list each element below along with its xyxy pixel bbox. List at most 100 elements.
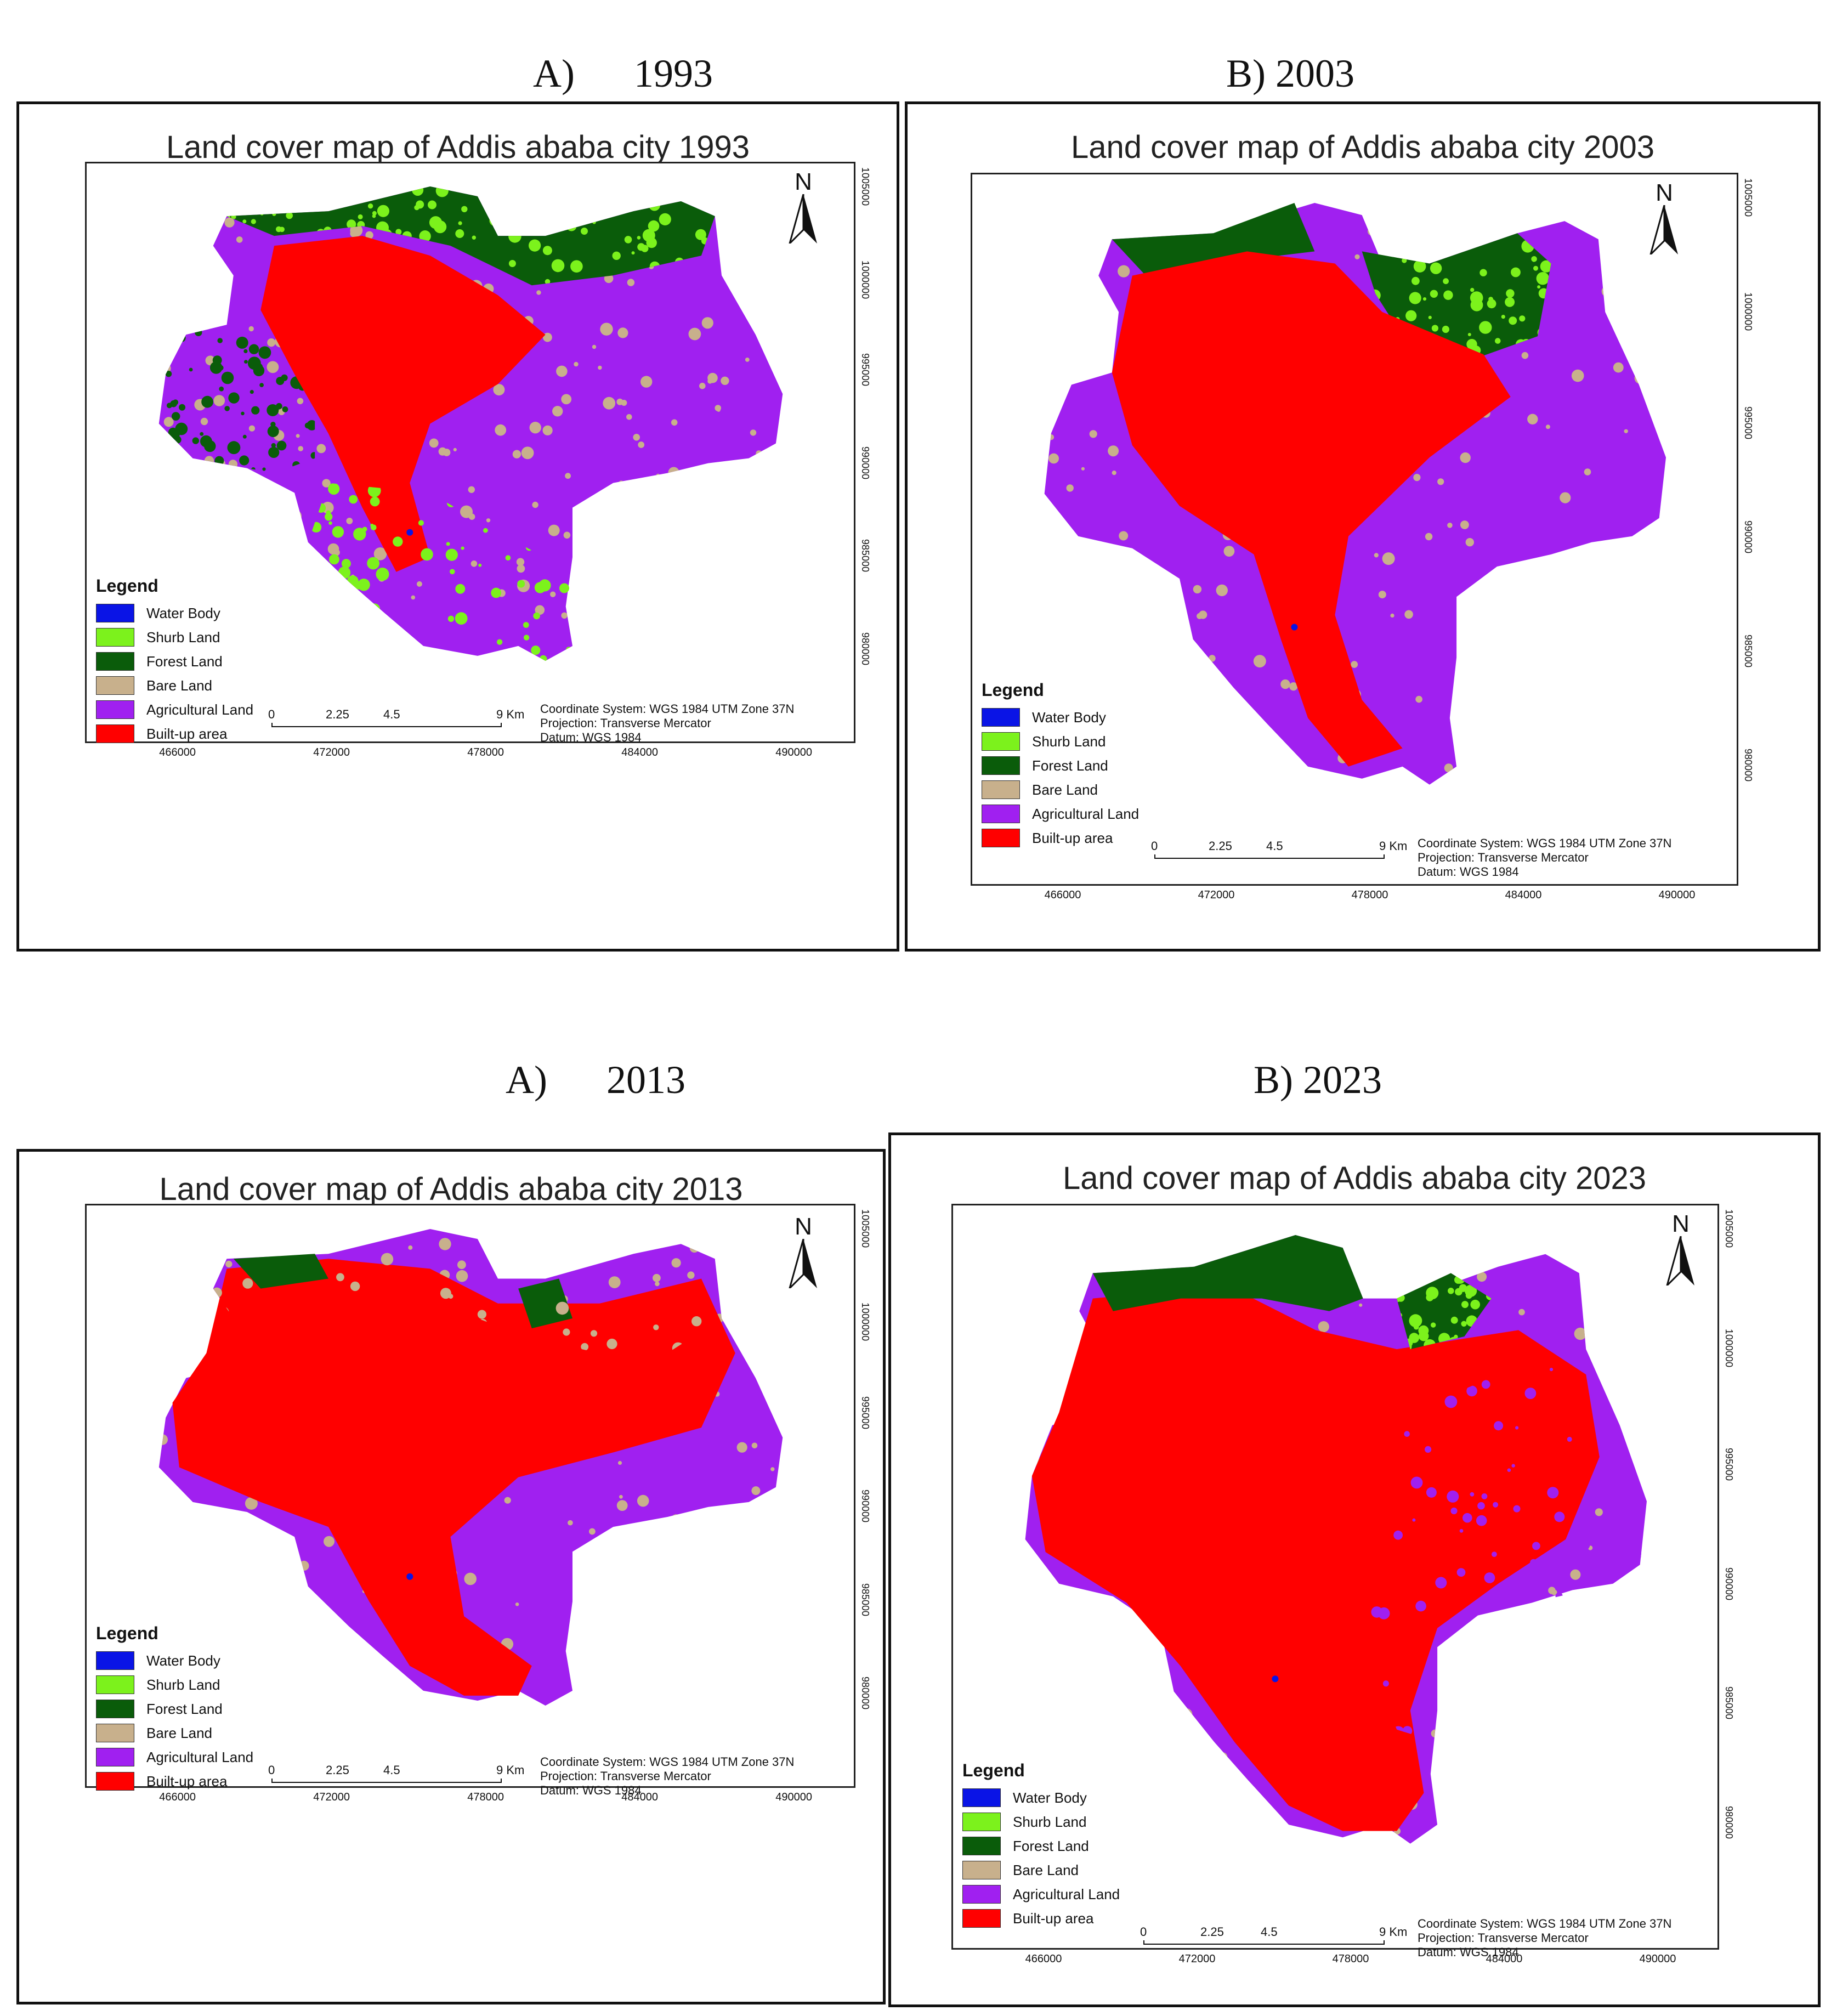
- legend-item: Agricultural Land: [96, 1748, 253, 1766]
- map-frame: [85, 1204, 855, 1788]
- legend-item: Water Body: [96, 604, 253, 622]
- built-up-area: [1031, 1286, 1600, 1831]
- legend-item: Forest Land: [96, 1700, 253, 1718]
- map-title: Land cover map of Addis ababa city 2003: [1070, 129, 1655, 165]
- y-tick-label: 1005000: [860, 167, 871, 206]
- y-tick-label: 1005000: [1743, 178, 1754, 217]
- land-cover-map: [1044, 203, 1666, 785]
- legend-title: Legend: [96, 576, 158, 596]
- coordinate-system: Coordinate System: WGS 1984 UTM Zone 37N: [540, 1755, 795, 1769]
- land-cover-map: [159, 186, 783, 661]
- scale-label: 2.25: [326, 1763, 349, 1777]
- legend-label: Shurb Land: [146, 1676, 220, 1693]
- scale-label: 9 Km: [1379, 839, 1408, 853]
- north-label: N: [795, 168, 812, 195]
- legend-item: Forest Land: [96, 652, 253, 671]
- scale-label: 4.5: [383, 1763, 400, 1777]
- north-arrow-icon: N: [787, 168, 820, 247]
- legend-swatch: [982, 829, 1020, 847]
- map-panel-2013: Land cover map of Addis ababa city 2013 N…: [16, 1149, 886, 2004]
- legend-swatch: [96, 652, 134, 671]
- map-panel-2003: Land cover map of Addis ababa city 2003 N…: [905, 101, 1821, 952]
- legend-swatch: [96, 1724, 134, 1742]
- y-tick-label: 980000: [1724, 1806, 1734, 1839]
- legend-label: Water Body: [1032, 709, 1106, 726]
- scale-bar-line: [1154, 854, 1385, 859]
- scale-label: 2.25: [326, 707, 349, 721]
- legend-label: Shurb Land: [1013, 1813, 1087, 1830]
- legend-swatch: [982, 780, 1020, 799]
- scale-label: 2.25: [1200, 1925, 1224, 1939]
- map-frame: [951, 1204, 1719, 1950]
- y-tick-label: 985000: [860, 539, 871, 573]
- legend-item: Agricultural Land: [982, 805, 1139, 823]
- legend-item: Bare Land: [962, 1861, 1120, 1879]
- scale-label: 2.25: [1209, 839, 1232, 853]
- legend-item: Water Body: [962, 1788, 1120, 1807]
- north-arrow-icon: N: [1648, 181, 1681, 258]
- legend-label: Agricultural Land: [146, 1748, 254, 1765]
- scale-label: 0: [1140, 1925, 1147, 1939]
- legend-item: Forest Land: [962, 1837, 1120, 1855]
- legend-item: Built-up area: [96, 724, 253, 743]
- x-tick-label: 466000: [1044, 889, 1081, 901]
- forest-land-northeast: [518, 1278, 573, 1328]
- coordinate-datum: Datum: WGS 1984: [1418, 1945, 1519, 1959]
- legend-swatch: [96, 1772, 134, 1791]
- legend-item: Shurb Land: [96, 1675, 253, 1694]
- caption-a-2013: A) 2013: [488, 1012, 685, 1103]
- water-body: [406, 529, 413, 536]
- y-tick-label: 1000000: [1724, 1328, 1734, 1367]
- x-tick-label: 472000: [1178, 1953, 1216, 1965]
- forest-land-north: [1092, 1235, 1363, 1312]
- y-tick-label: 990000: [1724, 1567, 1734, 1600]
- coordinate-info: Coordinate System: WGS 1984 UTM Zone 37N…: [1418, 1917, 1671, 1960]
- x-tick-label: 484000: [1486, 1953, 1523, 1965]
- y-tick-label: 1005000: [1724, 1209, 1734, 1248]
- y-tick-label: 980000: [1743, 749, 1754, 782]
- x-tick-label: 490000: [1658, 889, 1696, 901]
- coordinate-info: Coordinate System: WGS 1984 UTM Zone 37N…: [540, 1755, 794, 1798]
- legend-label: Bare Land: [1032, 781, 1098, 798]
- x-tick-label: 490000: [775, 1791, 812, 1803]
- legend-swatch: [962, 1813, 1001, 1831]
- legend-item: Built-up area: [962, 1909, 1120, 1928]
- x-tick-label: 490000: [1639, 1953, 1676, 1965]
- caption-label: B) 2023: [1254, 1058, 1382, 1102]
- coordinate-datum: Datum: WGS 1984: [540, 1783, 642, 1797]
- coordinate-projection: Projection: Transverse Mercator: [540, 716, 711, 730]
- x-tick-label: 484000: [1505, 889, 1542, 901]
- scale-label: 0: [1151, 839, 1158, 853]
- scale-bar: 0 2.25 4.5 9 Km: [268, 707, 524, 727]
- scale-label: 9 Km: [496, 707, 525, 721]
- y-tick-label: 985000: [1743, 635, 1754, 668]
- y-tick-label: 990000: [860, 446, 871, 479]
- legend-item: Bare Land: [96, 1724, 253, 1742]
- water-body: [406, 1573, 413, 1580]
- legend-label: Agricultural Land: [1032, 805, 1140, 822]
- caption-letter: A): [506, 1058, 548, 1102]
- legend-swatch: [96, 1651, 134, 1670]
- legend-swatch: [96, 604, 134, 622]
- legend-item: Agricultural Land: [96, 700, 253, 719]
- coordinate-projection: Projection: Transverse Mercator: [1418, 851, 1589, 864]
- scale-label: 9 Km: [1379, 1925, 1408, 1939]
- legend-label: Water Body: [1013, 1789, 1087, 1806]
- legend-label: Agricultural Land: [146, 701, 254, 718]
- coordinate-info: Coordinate System: WGS 1984 UTM Zone 37N…: [540, 702, 794, 745]
- y-tick-label: 1000000: [860, 260, 871, 299]
- y-tick-label: 985000: [1724, 1686, 1734, 1720]
- map-title: Land cover map of Addis ababa city 2013: [159, 1171, 743, 1207]
- built-up-area: [1112, 251, 1511, 767]
- legend-swatch: [962, 1861, 1001, 1879]
- legend-label: Bare Land: [146, 677, 212, 694]
- scale-label: 0: [268, 1763, 275, 1777]
- north-label: N: [1672, 1210, 1690, 1237]
- coordinate-datum: Datum: WGS 1984: [540, 730, 642, 744]
- x-tick-label: 484000: [621, 1791, 658, 1803]
- coordinate-system: Coordinate System: WGS 1984 UTM Zone 37N: [1418, 1917, 1672, 1930]
- legend-swatch: [982, 708, 1020, 727]
- y-tick-label: 1005000: [860, 1209, 871, 1248]
- legend-item: Water Body: [96, 1651, 253, 1670]
- x-tick-label: 466000: [159, 1791, 196, 1803]
